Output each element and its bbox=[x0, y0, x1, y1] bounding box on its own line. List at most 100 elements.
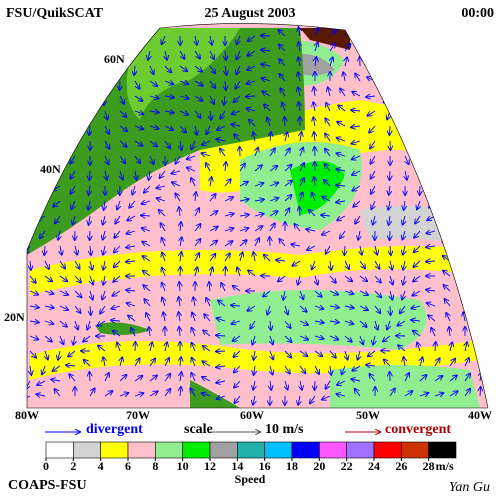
wind-arrow bbox=[291, 244, 301, 246]
wind-arrow bbox=[383, 335, 391, 342]
wind-arrow bbox=[194, 95, 203, 101]
wind-arrow bbox=[209, 65, 215, 73]
wind-arrow bbox=[390, 245, 391, 255]
wind-arrow bbox=[254, 199, 264, 201]
wind-arrow bbox=[429, 50, 436, 57]
colorbar-cell bbox=[100, 441, 129, 459]
wind-arrow bbox=[30, 365, 31, 375]
wind-arrow bbox=[84, 360, 91, 367]
wind-arrow bbox=[325, 134, 331, 142]
wind-arrow bbox=[314, 132, 315, 142]
wind-arrow bbox=[369, 374, 376, 382]
wind-arrow bbox=[134, 80, 140, 89]
wind-arrow bbox=[161, 223, 166, 232]
wind-arrow bbox=[300, 148, 303, 157]
wind-arrow bbox=[299, 305, 307, 312]
wind-arrow bbox=[284, 181, 292, 187]
wind-arrow bbox=[179, 312, 181, 322]
wind-arrow bbox=[328, 87, 330, 97]
wind-arrow bbox=[89, 170, 90, 180]
wind-arrow bbox=[253, 395, 255, 405]
wind-arrow bbox=[449, 80, 457, 86]
wind-arrow bbox=[254, 165, 262, 172]
wind-arrow bbox=[162, 298, 165, 307]
wind-arrow bbox=[413, 260, 421, 267]
wind-arrow bbox=[479, 81, 488, 84]
wind-arrow bbox=[120, 170, 123, 180]
wind-arrow bbox=[403, 260, 405, 270]
wind-arrow bbox=[126, 246, 136, 248]
wind-arrow bbox=[103, 275, 105, 285]
wind-arrow bbox=[134, 376, 142, 382]
wind-arrow bbox=[264, 104, 271, 112]
wind-arrow bbox=[240, 252, 243, 262]
wind-arrow bbox=[255, 148, 258, 157]
wind-arrow bbox=[464, 111, 474, 113]
wind-arrow bbox=[234, 134, 241, 142]
wind-arrow bbox=[113, 30, 121, 37]
wind-arrow bbox=[435, 170, 437, 180]
wind-arrow bbox=[75, 42, 77, 52]
wind-arrow bbox=[434, 358, 440, 367]
colorbar-tick-label: 18 bbox=[286, 459, 298, 473]
wind-arrow bbox=[225, 267, 226, 277]
wind-arrow bbox=[374, 290, 381, 297]
wind-arrow bbox=[163, 312, 165, 322]
wind-arrow bbox=[231, 124, 241, 126]
wind-arrow bbox=[314, 321, 324, 323]
wind-arrow bbox=[180, 252, 181, 262]
wind-arrow bbox=[193, 297, 195, 307]
wind-arrow bbox=[359, 260, 365, 268]
wind-arrow bbox=[29, 350, 36, 358]
wind-arrow bbox=[413, 30, 421, 37]
wind-arrow bbox=[315, 42, 318, 52]
wind-arrow bbox=[239, 182, 248, 187]
wind-arrow bbox=[69, 374, 76, 382]
wind-arrow bbox=[434, 111, 444, 114]
wind-arrow bbox=[330, 260, 331, 270]
wind-arrow bbox=[462, 35, 465, 44]
footer-left: COAPS-FSU bbox=[8, 478, 87, 493]
wind-arrow bbox=[160, 170, 166, 178]
wind-arrow bbox=[209, 254, 215, 262]
wind-arrow bbox=[419, 375, 427, 382]
wind-arrow bbox=[44, 275, 52, 281]
wind-arrow bbox=[232, 321, 241, 324]
wind-arrow bbox=[329, 336, 338, 340]
wind-arrow bbox=[164, 81, 173, 84]
wind-arrow bbox=[390, 28, 393, 37]
wind-arrow bbox=[119, 140, 127, 147]
wind-arrow bbox=[112, 290, 121, 296]
wind-arrow bbox=[103, 245, 105, 255]
wind-arrow bbox=[370, 155, 376, 164]
colorbar-cell bbox=[401, 441, 429, 459]
wind-arrow bbox=[73, 215, 75, 225]
wind-arrow bbox=[329, 350, 336, 358]
wind-arrow bbox=[27, 103, 30, 112]
wind-arrow bbox=[284, 165, 292, 172]
wind-arrow bbox=[299, 321, 308, 325]
wind-arrow bbox=[54, 389, 61, 397]
wind-arrow bbox=[117, 343, 120, 352]
colorbar-cell bbox=[237, 441, 265, 459]
wind-arrow bbox=[237, 268, 240, 277]
wind-arrow bbox=[315, 380, 316, 390]
wind-arrow bbox=[29, 321, 39, 323]
wind-arrow bbox=[270, 320, 271, 330]
wind-arrow bbox=[479, 207, 480, 217]
wind-arrow bbox=[28, 87, 30, 97]
wind-arrow bbox=[374, 29, 381, 37]
wind-arrow bbox=[464, 81, 473, 84]
wind-arrow bbox=[43, 72, 45, 82]
wind-arrow bbox=[210, 267, 213, 277]
wind-arrow bbox=[300, 192, 303, 202]
wind-arrow bbox=[419, 393, 428, 396]
wind-arrow bbox=[119, 155, 125, 163]
wind-arrow bbox=[52, 92, 61, 97]
wind-arrow bbox=[246, 108, 256, 111]
wind-arrow bbox=[30, 57, 33, 67]
wind-arrow bbox=[352, 185, 361, 191]
wind-arrow bbox=[247, 50, 256, 56]
wind-arrow bbox=[38, 105, 46, 112]
wind-arrow bbox=[396, 66, 406, 68]
